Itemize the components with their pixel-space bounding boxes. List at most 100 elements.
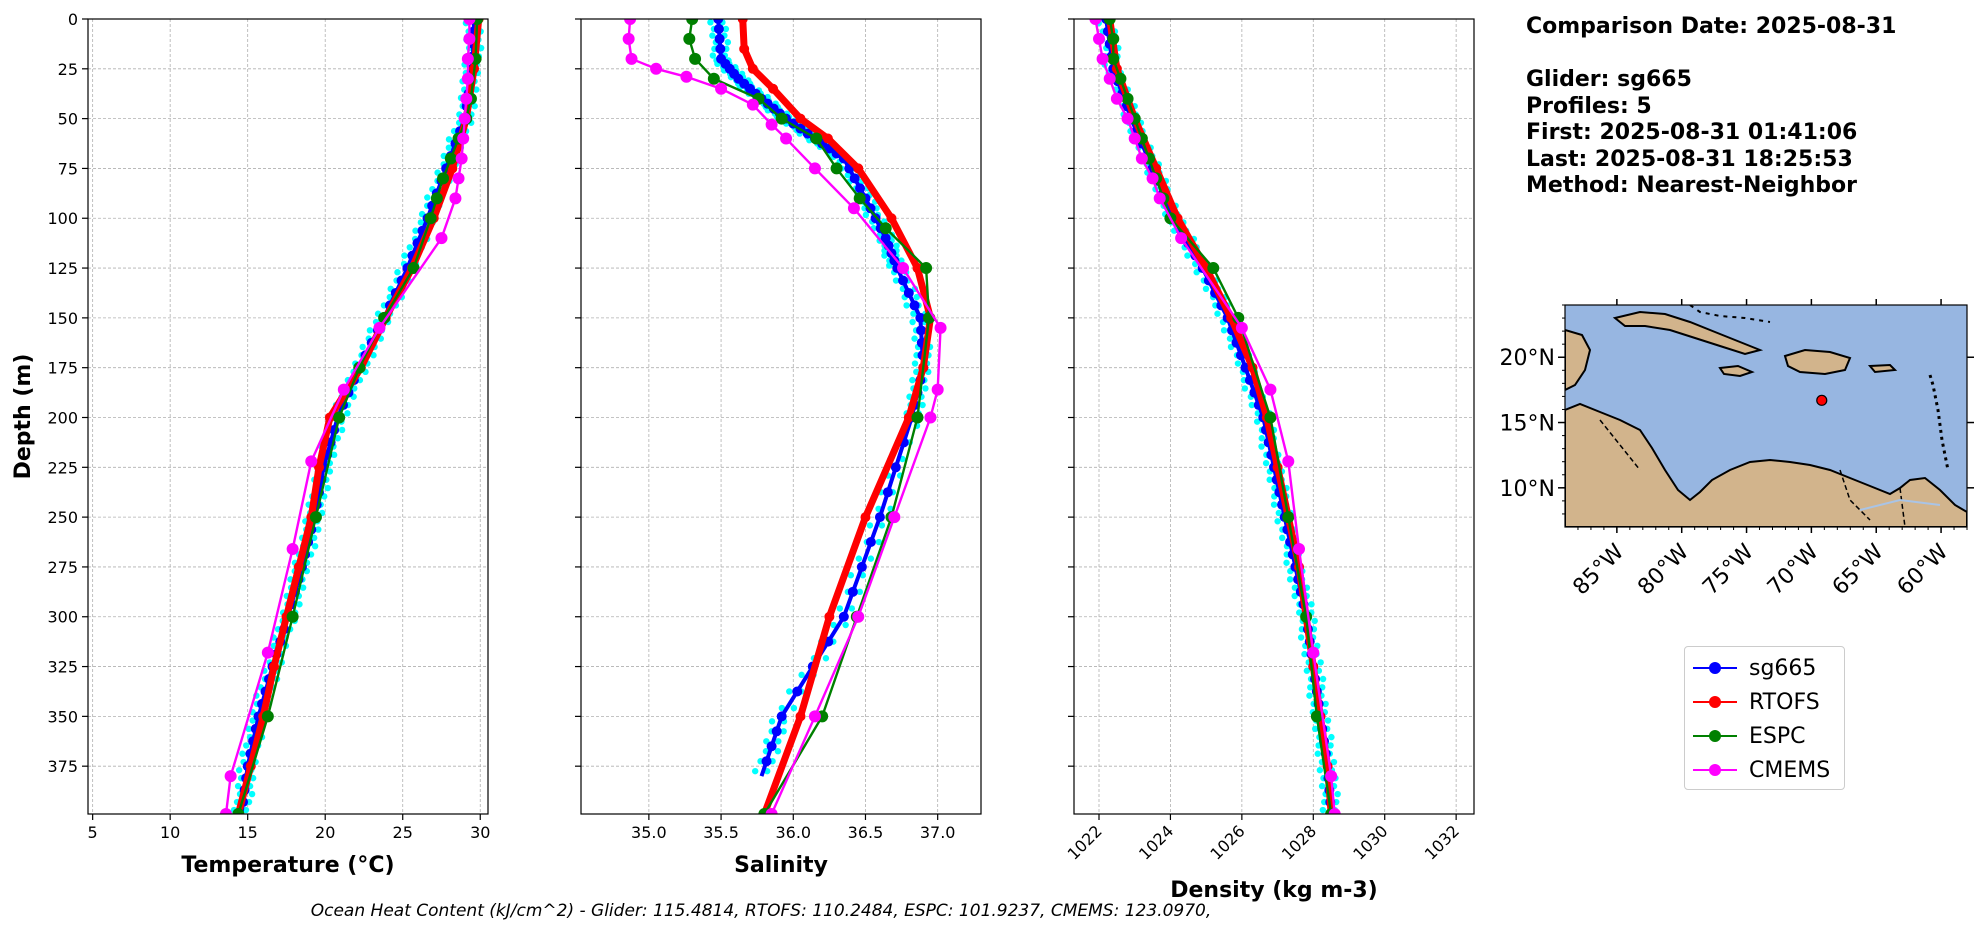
data-point	[747, 63, 758, 74]
data-point	[1096, 52, 1109, 65]
x-axis-label: Salinity	[734, 853, 828, 878]
profile-point	[344, 410, 351, 417]
legend-label: sg665	[1749, 655, 1817, 681]
profile-point	[1266, 476, 1273, 483]
data-point	[780, 132, 793, 145]
profile-point	[249, 717, 256, 724]
data-point	[776, 711, 787, 722]
profile-point	[235, 766, 243, 774]
legend-swatch-espc	[1693, 728, 1737, 744]
y-tick-label: 125	[47, 259, 78, 278]
profile-point	[1334, 790, 1341, 798]
data-point	[1300, 610, 1313, 623]
profile-point	[830, 621, 837, 629]
data-point	[219, 808, 232, 814]
legend-item-rtofs: RTOFS	[1693, 685, 1844, 719]
series-rtofs	[737, 19, 936, 814]
profile-point	[709, 32, 716, 39]
data-point	[715, 82, 728, 95]
profile-point	[334, 435, 341, 442]
data-point	[458, 112, 471, 125]
data-point	[822, 133, 833, 144]
profile-point	[911, 360, 919, 367]
data-point	[309, 511, 322, 524]
map-lon-label: 75°W	[1698, 539, 1759, 600]
profile-point	[1319, 806, 1327, 814]
profile-point	[836, 605, 844, 612]
data-point	[838, 611, 849, 622]
map-lon-label: 60°W	[1893, 539, 1954, 600]
profile-point	[780, 728, 787, 735]
data-point	[795, 711, 806, 722]
profile-point	[722, 25, 730, 33]
profile-point	[1253, 418, 1261, 425]
profile-point	[1324, 717, 1332, 724]
profile-point	[326, 468, 334, 475]
profile-point	[234, 782, 242, 790]
data-point	[314, 462, 325, 473]
data-point	[463, 32, 476, 45]
location-map: 20°N 15°N 10°N 85°W 80°W 75°W 70°W 65°W 60°W	[1500, 299, 1974, 600]
profile-point	[790, 704, 798, 712]
data-point	[911, 411, 924, 424]
legend-item-espc: ESPC	[1693, 719, 1844, 753]
profile-point	[370, 352, 377, 359]
profile-point	[775, 738, 782, 745]
map-lat-label: 10°N	[1500, 477, 1555, 502]
x-tick-label: 15	[238, 823, 258, 842]
data-point	[874, 512, 885, 523]
data-point	[1175, 232, 1188, 245]
x-tick-label: 1032	[1421, 821, 1463, 863]
data-point	[765, 808, 778, 814]
comparison-info: Comparison Date: 2025-08-31 Glider: sg66…	[1526, 14, 1896, 200]
data-point	[903, 412, 914, 423]
profile-point	[867, 555, 875, 562]
data-point	[460, 92, 473, 105]
data-point	[853, 163, 864, 174]
data-point	[452, 172, 465, 185]
data-point	[909, 300, 920, 311]
data-point	[305, 455, 318, 468]
data-point	[625, 52, 638, 65]
profile-point	[473, 86, 480, 93]
profile-point	[445, 144, 453, 151]
profile-point	[242, 806, 250, 814]
profile-point	[1262, 459, 1270, 467]
x-tick-label: 1022	[1064, 821, 1106, 863]
profile-point	[330, 451, 338, 459]
data-point	[430, 192, 443, 205]
info-spacer	[1526, 41, 1896, 68]
profile-point	[1319, 675, 1327, 683]
data-point	[824, 611, 835, 622]
map-land	[1565, 305, 1967, 527]
data-point	[269, 661, 280, 672]
data-point	[912, 263, 923, 274]
legend: sg665 RTOFS ESPC CMEMS	[1684, 646, 1845, 790]
data-point	[847, 202, 860, 215]
data-point	[1235, 321, 1248, 334]
profile-point	[724, 39, 732, 46]
data-point	[1146, 172, 1159, 185]
data-point	[1135, 152, 1148, 165]
profile-point	[909, 318, 916, 326]
profile-point	[1270, 501, 1278, 508]
series-espc	[1103, 19, 1338, 814]
axes-frame	[87, 18, 489, 815]
data-point	[903, 287, 914, 298]
profile-point	[913, 293, 920, 301]
series-rtofs	[233, 19, 484, 814]
legend-swatch-rtofs	[1693, 694, 1737, 710]
y-tick-label: 375	[47, 757, 78, 776]
data-point	[1325, 770, 1338, 783]
data-point	[337, 383, 350, 396]
profile-point	[412, 227, 419, 234]
profile-point	[311, 542, 319, 550]
profile-point	[1258, 435, 1265, 442]
series-line-rtofs	[739, 19, 934, 814]
data-point	[689, 52, 702, 65]
x-tick-label: 30	[470, 823, 490, 842]
profile-point	[919, 401, 926, 409]
data-point	[934, 321, 947, 334]
profile-point	[1297, 634, 1305, 641]
profile-point	[1328, 733, 1335, 741]
